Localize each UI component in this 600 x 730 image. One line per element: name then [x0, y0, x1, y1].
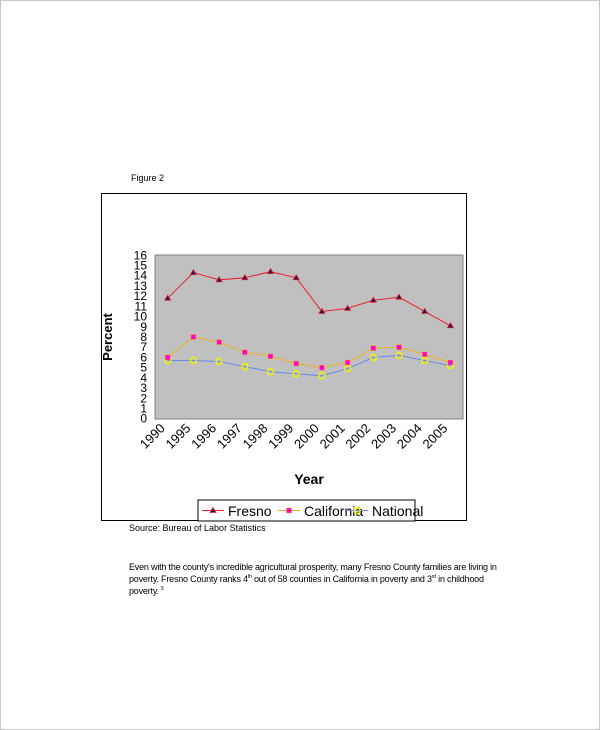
x-tick-label: 1999	[265, 421, 296, 452]
data-point-california	[396, 344, 402, 350]
y-tick-label: 13	[134, 279, 148, 293]
legend-label-fresno: Fresno	[228, 503, 272, 519]
x-tick-label: 2002	[342, 421, 373, 452]
y-tick-label: 14	[134, 269, 148, 283]
x-axis-title: Year	[294, 471, 324, 487]
data-point-fresno	[446, 321, 455, 329]
data-point-fresno	[163, 294, 172, 301]
y-tick-label: 12	[134, 289, 148, 303]
body-paragraph: Even with the county's incredible agricu…	[129, 562, 509, 596]
y-tick-label: 7	[140, 340, 147, 354]
data-point-fresno	[292, 273, 300, 281]
y-tick-label: 1	[140, 401, 147, 415]
data-point-california	[447, 359, 454, 366]
y-tick-label: 3	[140, 381, 147, 395]
legend-label-california: California	[304, 503, 363, 519]
y-tick-label: 0	[140, 412, 147, 426]
y-tick-label: 15	[134, 259, 148, 273]
data-point-national	[420, 356, 429, 365]
figure-label: Figure 2	[131, 173, 165, 183]
data-point-fresno	[318, 307, 326, 314]
series-line-national	[167, 354, 451, 377]
x-tick-label: 1998	[240, 421, 271, 452]
data-point-national	[395, 351, 403, 360]
y-tick-label: 16	[134, 248, 148, 262]
data-point-california	[242, 349, 248, 356]
data-point-national	[369, 353, 378, 362]
x-tick-label: 2005	[419, 421, 450, 452]
data-point-fresno	[241, 273, 249, 281]
data-point-national	[343, 364, 352, 373]
y-axis-title: Percent	[102, 312, 115, 360]
y-tick-label: 2	[140, 391, 147, 405]
data-point-fresno	[395, 293, 403, 300]
data-point-national	[318, 372, 326, 380]
x-tick-label: 2003	[368, 421, 399, 452]
data-point-fresno	[420, 307, 429, 314]
data-point-california	[190, 334, 197, 340]
data-point-california	[344, 359, 351, 366]
data-point-california	[216, 339, 222, 345]
x-tick-label: 1996	[188, 421, 219, 452]
series-line-fresno	[167, 271, 451, 327]
data-point-national	[241, 362, 249, 371]
data-point-california	[319, 364, 325, 371]
data-point-california	[164, 354, 171, 361]
data-point-fresno	[343, 304, 352, 311]
data-point-california	[421, 351, 428, 358]
y-tick-label: 8	[140, 330, 147, 344]
y-tick-label: 9	[140, 320, 147, 334]
x-tick-label: 2000	[291, 421, 322, 452]
y-tick-label: 10	[134, 310, 148, 324]
x-tick-label: 1995	[162, 421, 193, 452]
legend-marker-fresno	[209, 506, 217, 513]
para-text-1: Even with the county's incredible agricu…	[129, 562, 497, 584]
para-text-3: in childhood poverty.	[129, 574, 484, 596]
x-tick-label: 2004	[394, 421, 425, 452]
x-tick-label: 1997	[214, 421, 245, 452]
data-point-california	[370, 345, 377, 351]
para-sup-1: th	[247, 574, 252, 580]
chart-frame: 0 1 2 3 4 5 6 7 8 9 10 11 12 13 14 15 16 1990 1995 1996 1997…	[101, 193, 467, 522]
legend-box	[197, 499, 416, 522]
data-point-fresno	[369, 296, 378, 303]
source-caption: Source: Bureau of Labor Statistics	[129, 523, 266, 533]
y-tick-label: 6	[140, 350, 147, 364]
line-chart: 0123456789101112131415161990199519961997…	[102, 248, 464, 522]
para-sup-2: rd	[431, 574, 436, 580]
para-text-2: out of 58 counties in California in pove…	[251, 574, 432, 584]
y-tick-label: 4	[140, 371, 147, 385]
data-point-california	[267, 353, 274, 360]
series-line-california	[167, 336, 451, 369]
data-point-fresno	[266, 267, 275, 275]
legend-label-national: National	[372, 503, 423, 519]
footnote-ref: 5	[161, 586, 164, 592]
y-tick-label: 5	[140, 361, 147, 375]
data-point-california	[293, 360, 299, 367]
data-point-national	[292, 370, 300, 378]
data-point-fresno	[215, 276, 223, 283]
legend-marker-california	[286, 507, 292, 514]
x-tick-label: 2001	[317, 421, 348, 452]
data-point-national	[189, 356, 198, 365]
data-point-fresno	[189, 268, 198, 276]
legend-marker-national	[353, 506, 361, 515]
data-point-national	[266, 367, 275, 376]
y-tick-label: 11	[135, 299, 148, 313]
plot-area	[154, 254, 464, 420]
data-point-national	[215, 357, 223, 366]
